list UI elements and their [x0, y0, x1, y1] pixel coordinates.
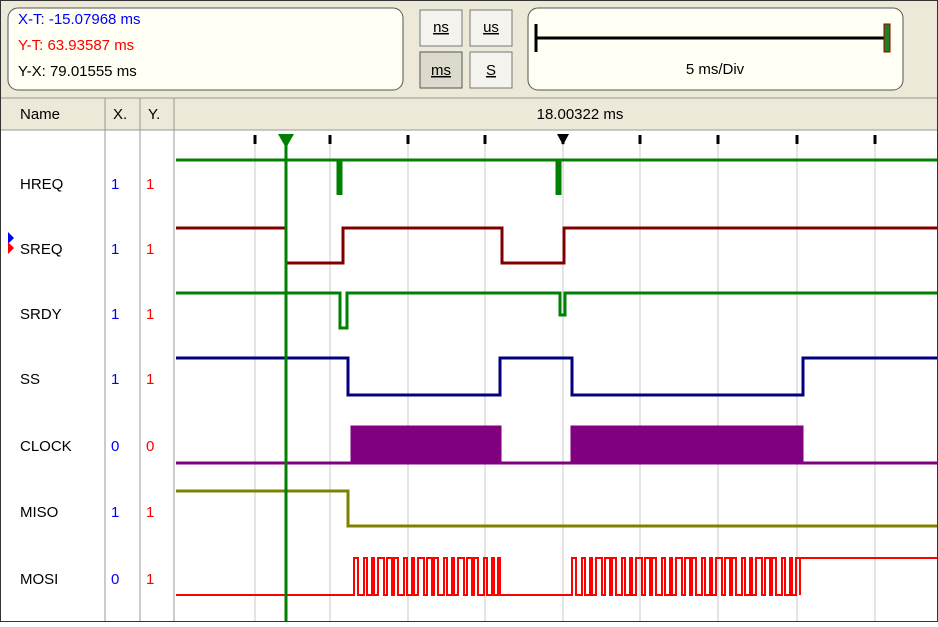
- grid: [254, 135, 876, 622]
- wave-miso: [176, 489, 938, 528]
- signal-name: HREQ: [20, 176, 63, 193]
- y-value: 1: [146, 306, 154, 323]
- y-value: 1: [146, 371, 154, 388]
- column-header: Name: [20, 106, 60, 123]
- signal-labels: HREQ 1 1 SREQ 1 1 SRDY 1 1 SS 1 1 CLOCK 0 0 MISO 1 1 MOSI 0…: [20, 176, 154, 588]
- x-value: 1: [111, 241, 119, 258]
- y-x-readout: Y-X: 79.01555 ms: [18, 63, 137, 80]
- x-value: 1: [111, 371, 119, 388]
- y-t-readout: Y-T: 63.93587 ms: [18, 37, 134, 54]
- x-t-readout: X-T: -15.07968 ms: [18, 11, 141, 28]
- x-value: 1: [111, 306, 119, 323]
- readout-box: [7, 7, 404, 91]
- y-value: 1: [146, 176, 154, 193]
- x-value: 1: [111, 176, 119, 193]
- column-dividers: [104, 98, 175, 622]
- button[interactable]: [469, 51, 513, 89]
- waveforms: [176, 158, 938, 596]
- row-marker: [8, 242, 14, 254]
- scale-box: [527, 7, 904, 91]
- signal-name: MOSI: [20, 571, 58, 588]
- scale-label: 5 ms/Div: [686, 61, 745, 78]
- wave-ss: [176, 356, 938, 397]
- clock-burst: [350, 425, 502, 465]
- time-readout: 18.00322 ms: [537, 106, 624, 123]
- button-label[interactable]: S: [486, 62, 496, 79]
- button[interactable]: [419, 51, 463, 89]
- signal-name: CLOCK: [20, 438, 72, 455]
- wave-hreq: [176, 158, 938, 195]
- signal-name: SRDY: [20, 306, 62, 323]
- wave-srdy: [176, 291, 938, 330]
- button-label[interactable]: us: [483, 19, 499, 36]
- button[interactable]: [419, 9, 463, 47]
- row-marker: [8, 232, 14, 244]
- column-header: Y.: [148, 106, 160, 123]
- signal-name: MISO: [20, 504, 58, 521]
- button-label[interactable]: ms: [431, 62, 451, 79]
- y-value: 1: [146, 241, 154, 258]
- clock-burst: [570, 425, 804, 465]
- column-header: X.: [113, 106, 127, 123]
- unit-buttons: ns us ms S: [419, 9, 513, 89]
- button-label[interactable]: ns: [433, 19, 449, 36]
- wave-mosi: [176, 557, 938, 596]
- header-row: [0, 97, 938, 131]
- y-value: 1: [146, 571, 154, 588]
- x-value: 0: [111, 438, 119, 455]
- button[interactable]: [469, 9, 513, 47]
- x-value: 1: [111, 504, 119, 521]
- trigger-marker: [557, 134, 569, 145]
- signal-name: SS: [20, 371, 40, 388]
- x-value: 0: [111, 571, 119, 588]
- y-value: 0: [146, 438, 154, 455]
- y-value: 1: [146, 504, 154, 521]
- signal-name: SREQ: [20, 241, 63, 258]
- scale-handle[interactable]: [883, 23, 891, 53]
- cursor-x-handle[interactable]: [278, 134, 294, 148]
